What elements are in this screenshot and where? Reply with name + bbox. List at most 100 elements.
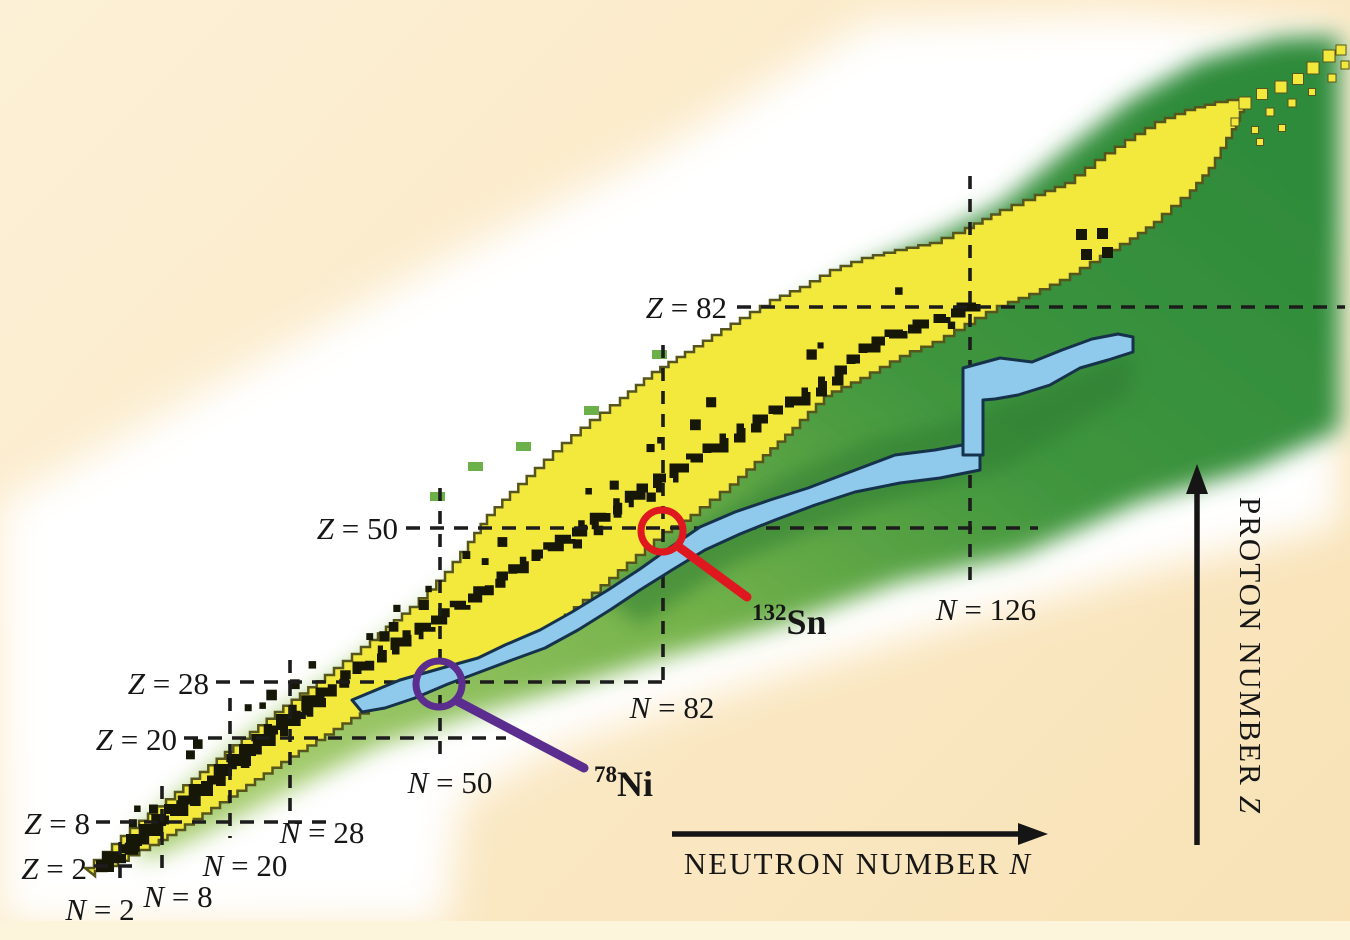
neutron-axis: NEUTRON NUMBER N: [672, 823, 1048, 881]
magic-label-Z-20: Z = 20: [96, 722, 177, 757]
known-nucleus-satellite-square: [1230, 117, 1240, 127]
nuclide-annotations: 132Sn 78Ni: [412, 506, 827, 804]
known-nucleus-satellite-square: [1238, 96, 1252, 110]
magic-label-N-82: N = 82: [629, 690, 715, 725]
known-nucleus-satellite-square: [1274, 80, 1288, 94]
green-fringe-patch: [430, 492, 445, 501]
known-nucleus-satellite-square: [1308, 88, 1316, 96]
neutron-axis-arrowhead: [1018, 823, 1048, 845]
stable-nucleus-square: [289, 679, 300, 690]
magic-label-Z-2: Z = 2: [21, 851, 87, 886]
known-nuclei-satellites: [1230, 44, 1350, 146]
nuclide-marker-circle: [637, 506, 687, 556]
magic-label-Z-82: Z = 82: [646, 290, 727, 325]
annotation-132sn: 132Sn: [637, 506, 827, 642]
known-nucleus-satellite-square: [1256, 88, 1268, 100]
green-fringe-patch: [652, 350, 667, 359]
magic-label-N-20: N = 20: [202, 848, 288, 883]
stable-nucleus-square: [308, 661, 317, 669]
stable-nucleus-square: [690, 419, 701, 431]
valley-of-stability-line: [96, 301, 981, 872]
nuclide-label: 78Ni: [594, 762, 653, 804]
annotation-78ni: 78Ni: [412, 657, 653, 804]
stable-nucleus-square: [895, 287, 903, 295]
nuclide-pointer-line: [452, 696, 589, 773]
stable-nucleus-square: [388, 622, 399, 632]
stable-nucleus-square: [646, 492, 656, 502]
magic-label-Z-28: Z = 28: [128, 666, 209, 701]
known-nucleus-satellite-square: [1292, 73, 1304, 85]
stable-nucleus-square: [186, 750, 195, 760]
known-nucleus-satellite-square: [1327, 73, 1337, 83]
stable-nucleus-square: [1081, 249, 1092, 260]
stable-nucleus-square: [259, 702, 266, 709]
stable-nucleus-square: [1076, 229, 1087, 240]
magic-label-Z-50: Z = 50: [317, 511, 398, 546]
stable-nucleus-square: [818, 388, 825, 396]
stable-nucleus-square: [706, 397, 717, 408]
known-nucleus-satellite-square: [1306, 61, 1320, 75]
stable-nucleus-square: [817, 342, 824, 349]
stable-nucleus-square: [1102, 247, 1113, 258]
stable-nucleus-square: [585, 488, 592, 495]
stable-nucleus-square: [462, 551, 471, 559]
stable-nucleus-square: [657, 437, 664, 444]
stable-nucleus-square: [1097, 228, 1108, 239]
known-nucleus-satellite-square: [1322, 49, 1336, 63]
magic-label-N-28: N = 28: [279, 815, 365, 850]
stability-zigzag-light-nuclei: [96, 692, 326, 872]
green-fringe-patch: [468, 462, 483, 471]
magic-label-N-126: N = 126: [935, 592, 1036, 627]
stable-nucleus-square: [572, 539, 582, 549]
stable-nucleus-square: [240, 759, 250, 768]
stable-nucleus-square: [266, 689, 277, 701]
stable-nucleus-square: [393, 604, 401, 612]
known-nucleus-satellite-square: [1287, 98, 1297, 108]
stable-nucleus-square: [613, 509, 622, 518]
stable-nucleus-square: [947, 321, 956, 329]
stable-nucleus-square: [497, 537, 508, 547]
known-nucleus-satellite-square: [1251, 126, 1259, 134]
stable-nucleus-square: [425, 585, 432, 593]
stable-nucleus-square: [609, 480, 619, 490]
known-nucleus-satellite-square: [1256, 138, 1264, 146]
stable-nucleus-square: [481, 558, 489, 565]
neutron-axis-label: NEUTRON NUMBER N: [684, 846, 1032, 881]
magic-number-labels: Z = 82 Z = 50 Z = 28 Z = 20 Z = 8 Z = 2 N = 12…: [21, 290, 1036, 927]
stable-nucleus-square: [379, 631, 390, 642]
magic-label-N-50: N = 50: [407, 765, 493, 800]
magic-label-N-8: N = 8: [142, 879, 212, 914]
stable-nucleus-square: [366, 633, 374, 640]
nuclide-pointer-line: [674, 542, 752, 602]
bottom-border-strip: [0, 921, 1350, 940]
r-process-path-upper: [961, 332, 1135, 457]
r-process-path: [350, 332, 1135, 714]
magic-label-Z-8: Z = 8: [24, 806, 90, 841]
green-fringe-patch: [584, 406, 599, 415]
known-nucleus-satellite-square: [1278, 124, 1286, 132]
stable-nucleus-square: [193, 739, 203, 749]
magic-label-N-2: N = 2: [64, 892, 134, 927]
known-nucleus-satellite-square: [1340, 60, 1350, 70]
nuclide-label: 132Sn: [752, 600, 827, 642]
stable-nucleus-square: [132, 844, 140, 852]
stable-nucleus-square: [149, 804, 158, 814]
stable-nucleus-square: [134, 805, 141, 812]
stable-nucleus-square: [806, 349, 817, 360]
proton-axis-arrowhead: [1186, 464, 1208, 494]
proton-axis-label: PROTON NUMBERZ: [1233, 497, 1268, 815]
stable-nucleus-square: [298, 712, 306, 719]
proton-axis: PROTON NUMBERZ: [1186, 464, 1268, 845]
stable-nucleus-square: [593, 525, 604, 536]
green-fringe-patch: [516, 442, 531, 451]
stable-nucleus-square: [418, 599, 429, 610]
r-process-path-lower: [350, 442, 982, 714]
stable-nuclei-squares: [128, 228, 1113, 852]
stable-nucleus-square: [244, 704, 252, 712]
nuclide-marker-circle: [412, 657, 466, 711]
stable-nucleus-square: [646, 444, 655, 453]
green-fringe-patches: [430, 350, 667, 501]
known-nucleus-satellite-square: [1265, 107, 1275, 117]
